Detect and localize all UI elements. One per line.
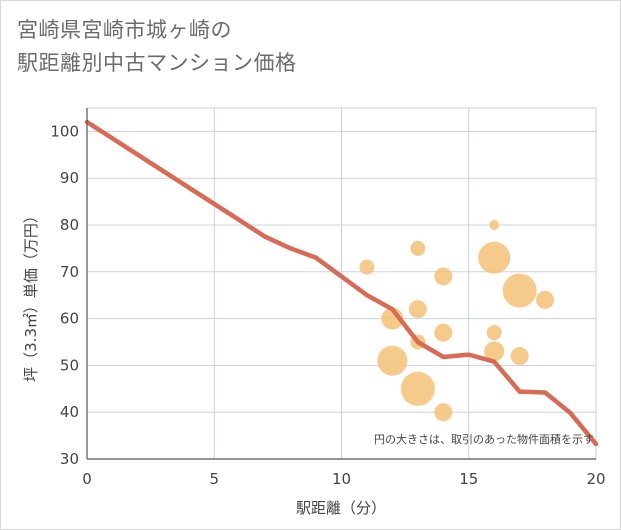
x-tick-label: 15: [459, 470, 478, 488]
bubble-point: [486, 325, 502, 341]
y-tick-label: 70: [60, 263, 79, 281]
y-tick-label: 30: [60, 450, 79, 468]
bubble-series: [359, 220, 555, 422]
bubble-point: [489, 220, 500, 230]
bubble-point: [408, 300, 427, 319]
bubble-point: [434, 323, 453, 342]
y-tick-label: 90: [60, 169, 79, 187]
chart-title-line-2: 駅距離別中古マンション価格: [17, 51, 297, 75]
bubble-point: [502, 273, 537, 308]
trend-line-series: [84, 119, 599, 447]
bubble-point: [434, 267, 453, 286]
chart-title-line-1: 宮崎県宮崎市城ヶ崎の: [17, 18, 232, 42]
y-tick-label: 40: [60, 403, 79, 421]
bubble-point: [510, 347, 529, 366]
tick-labels: 0 5 10 15 20 30 40 50 60 70 80 90 100: [50, 122, 605, 488]
bubble-point: [536, 290, 555, 309]
bubble-size-note: 円の大きさは、取引のあった物件面積を示す: [374, 432, 594, 446]
axes: [86, 108, 596, 460]
x-tick-label: 5: [209, 470, 219, 488]
y-tick-label: 100: [50, 122, 79, 140]
x-tick-label: 0: [82, 470, 92, 488]
bubble-point: [377, 345, 408, 376]
y-tick-label: 60: [60, 310, 79, 328]
trend-line: [84, 119, 599, 447]
chart-title: 宮崎県宮崎市城ヶ崎の 駅距離別中古マンション価格: [17, 14, 297, 80]
bubble-point: [400, 371, 435, 406]
y-tick-label: 80: [60, 216, 79, 234]
x-tick-label: 10: [332, 470, 351, 488]
bubble-point: [478, 241, 511, 274]
bubble-point: [484, 341, 505, 362]
x-tick-label: 20: [586, 470, 605, 488]
y-tick-label: 50: [60, 356, 79, 374]
x-axis-label: 駅距離（分）: [296, 499, 386, 517]
bubble-point: [434, 403, 453, 422]
bubble-point: [359, 259, 375, 275]
y-axis-label: 坪（3.3㎡）単価（万円）: [22, 208, 40, 382]
bubble-point: [410, 240, 426, 256]
